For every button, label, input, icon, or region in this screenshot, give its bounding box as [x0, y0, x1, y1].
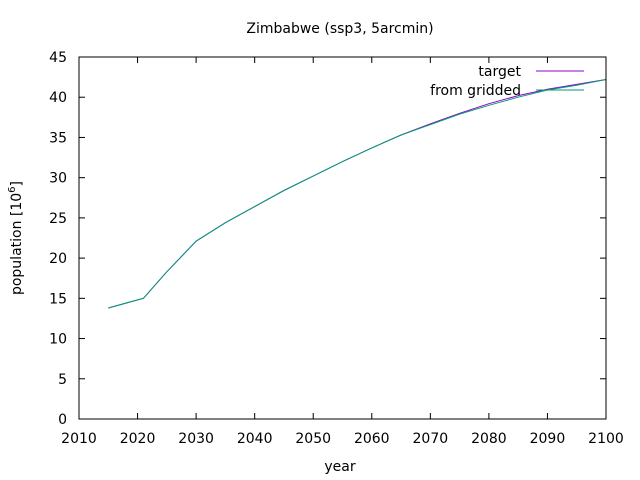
y-tick-label: 30 [49, 171, 67, 187]
x-tick-label: 2010 [61, 431, 97, 447]
legend-label-target: target [478, 64, 521, 80]
x-tick-label: 2080 [471, 431, 507, 447]
chart-title: Zimbabwe (ssp3, 5arcmin) [246, 21, 433, 37]
y-tick-label: 5 [58, 372, 67, 388]
x-tick-label: 2040 [237, 431, 273, 447]
x-tick-label: 2070 [413, 431, 449, 447]
y-axis-label-main: population [10 [9, 193, 25, 295]
legend-label-from-gridded: from gridded [430, 83, 521, 99]
y-axis-label: population [106] [7, 181, 25, 295]
y-tick-label: 25 [49, 211, 67, 227]
y-tick-label: 10 [49, 332, 67, 348]
legend: target from gridded [430, 64, 584, 99]
y-axis-label-exponent: 6 [7, 186, 18, 192]
axis-ticks: 2010 2020 2030 2040 2050 2060 2070 2080 2090 2100… [49, 50, 624, 447]
series-line-target [108, 79, 607, 309]
y-tick-label: 35 [49, 130, 67, 146]
y-tick-label: 45 [49, 50, 67, 66]
y-tick-label: 15 [49, 291, 67, 307]
y-tick-label: 40 [49, 90, 67, 106]
y-tick-label: 0 [58, 412, 67, 428]
x-tick-label: 2090 [530, 431, 566, 447]
x-tick-label: 2050 [295, 431, 331, 447]
x-tick-label: 2020 [120, 431, 156, 447]
x-axis-label: year [324, 459, 355, 475]
plot-frame [78, 56, 607, 420]
x-tick-label: 2060 [354, 431, 390, 447]
series-lines [108, 79, 607, 309]
series-line-from-gridded [108, 79, 607, 309]
y-axis-label-close: ] [9, 181, 25, 186]
x-tick-label: 2030 [178, 431, 214, 447]
y-tick-label: 20 [49, 251, 67, 267]
x-tick-label: 2100 [588, 431, 624, 447]
